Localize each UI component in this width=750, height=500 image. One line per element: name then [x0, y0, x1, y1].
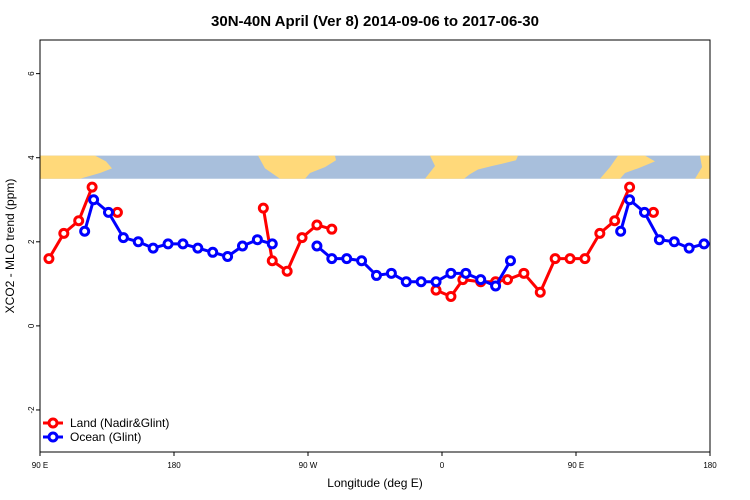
x-tick-label: 90 E — [32, 461, 48, 470]
data-point — [341, 253, 353, 265]
map-land — [40, 155, 710, 179]
data-point — [594, 227, 606, 239]
data-point — [266, 255, 278, 267]
chart-title: 30N-40N April (Ver 8) 2014-09-06 to 2017… — [211, 13, 539, 30]
data-point — [624, 181, 636, 193]
y-axis: -2 0 2 4 6 — [27, 71, 40, 414]
legend: Land (Nadir&Glint)Ocean (Glint) — [43, 416, 169, 444]
land-mass — [600, 155, 655, 179]
series-line — [47, 186, 94, 260]
data-point — [281, 265, 293, 277]
data-point — [564, 253, 576, 265]
x-tick-label: 0 — [440, 461, 445, 470]
legend-label: Ocean (Glint) — [70, 430, 141, 444]
data-point — [400, 276, 412, 288]
x-tick-label: 180 — [703, 461, 717, 470]
data-point — [415, 276, 427, 288]
data-point — [111, 206, 123, 218]
data-point — [460, 267, 472, 279]
data-point — [683, 242, 695, 254]
data-point — [609, 215, 621, 227]
data-point — [266, 238, 278, 250]
series-1 — [79, 194, 710, 292]
data-point — [132, 236, 144, 248]
land-mass — [258, 155, 336, 179]
data-point — [102, 206, 114, 218]
data-point — [147, 242, 159, 254]
data-point — [370, 269, 382, 281]
x-tick-label: 90 W — [299, 461, 318, 470]
data-point — [615, 225, 627, 237]
data-point — [385, 267, 397, 279]
data-point — [73, 215, 85, 227]
y-tick-label: 6 — [27, 71, 36, 76]
data-point — [624, 194, 636, 206]
data-point — [251, 234, 263, 246]
data-point — [296, 232, 308, 244]
data-point — [445, 290, 457, 302]
land-mass — [695, 155, 710, 179]
legend-label: Land (Nadir&Glint) — [70, 416, 169, 430]
data-point — [311, 240, 323, 252]
data-point — [475, 274, 487, 286]
data-point — [638, 206, 650, 218]
y-tick-label: 4 — [27, 155, 36, 160]
land-mass — [425, 155, 518, 179]
data-point — [207, 246, 219, 258]
data-point — [668, 236, 680, 248]
data-point — [162, 238, 174, 250]
y-tick-label: 0 — [27, 323, 36, 328]
data-point — [445, 267, 457, 279]
x-tick-label: 180 — [167, 461, 181, 470]
data-point — [236, 240, 248, 252]
y-axis-label: XCO2 - MLO trend (ppm) — [3, 179, 17, 314]
data-point — [579, 253, 591, 265]
data-point — [502, 274, 514, 286]
data-point — [79, 225, 91, 237]
data-point — [326, 253, 338, 265]
data-point — [326, 223, 338, 235]
data-point — [58, 227, 70, 239]
data-point — [653, 234, 665, 246]
data-point — [534, 286, 546, 298]
data-point — [430, 284, 442, 296]
map-strip — [40, 155, 710, 179]
data-point — [518, 267, 530, 279]
data-point — [698, 238, 710, 250]
series-0 — [43, 181, 659, 302]
x-axis-label: Longitude (deg E) — [327, 476, 422, 490]
data-point — [117, 232, 129, 244]
data-point — [86, 181, 98, 193]
data-point — [356, 255, 368, 267]
data-point — [647, 206, 659, 218]
data-point — [504, 255, 516, 267]
map-ocean — [40, 155, 710, 179]
data-point — [222, 251, 234, 263]
y-tick-label: 2 — [27, 239, 36, 244]
legend-marker — [47, 417, 59, 429]
data-point — [192, 242, 204, 254]
plot-frame — [39, 39, 711, 453]
data-point — [311, 219, 323, 231]
data-point — [43, 253, 55, 265]
x-tick-label: 90 E — [568, 461, 584, 470]
data-point — [430, 276, 442, 288]
data-point — [177, 238, 189, 250]
data-point — [490, 280, 502, 292]
data-point — [549, 253, 561, 265]
legend-marker — [47, 431, 59, 443]
data-point — [257, 202, 269, 214]
land-mass — [40, 155, 112, 179]
y-tick-label: -2 — [27, 406, 36, 414]
x-axis: 90 E 180 90 W 0 90 E 180 — [32, 452, 717, 470]
series-layer — [43, 181, 710, 302]
data-point — [88, 194, 100, 206]
